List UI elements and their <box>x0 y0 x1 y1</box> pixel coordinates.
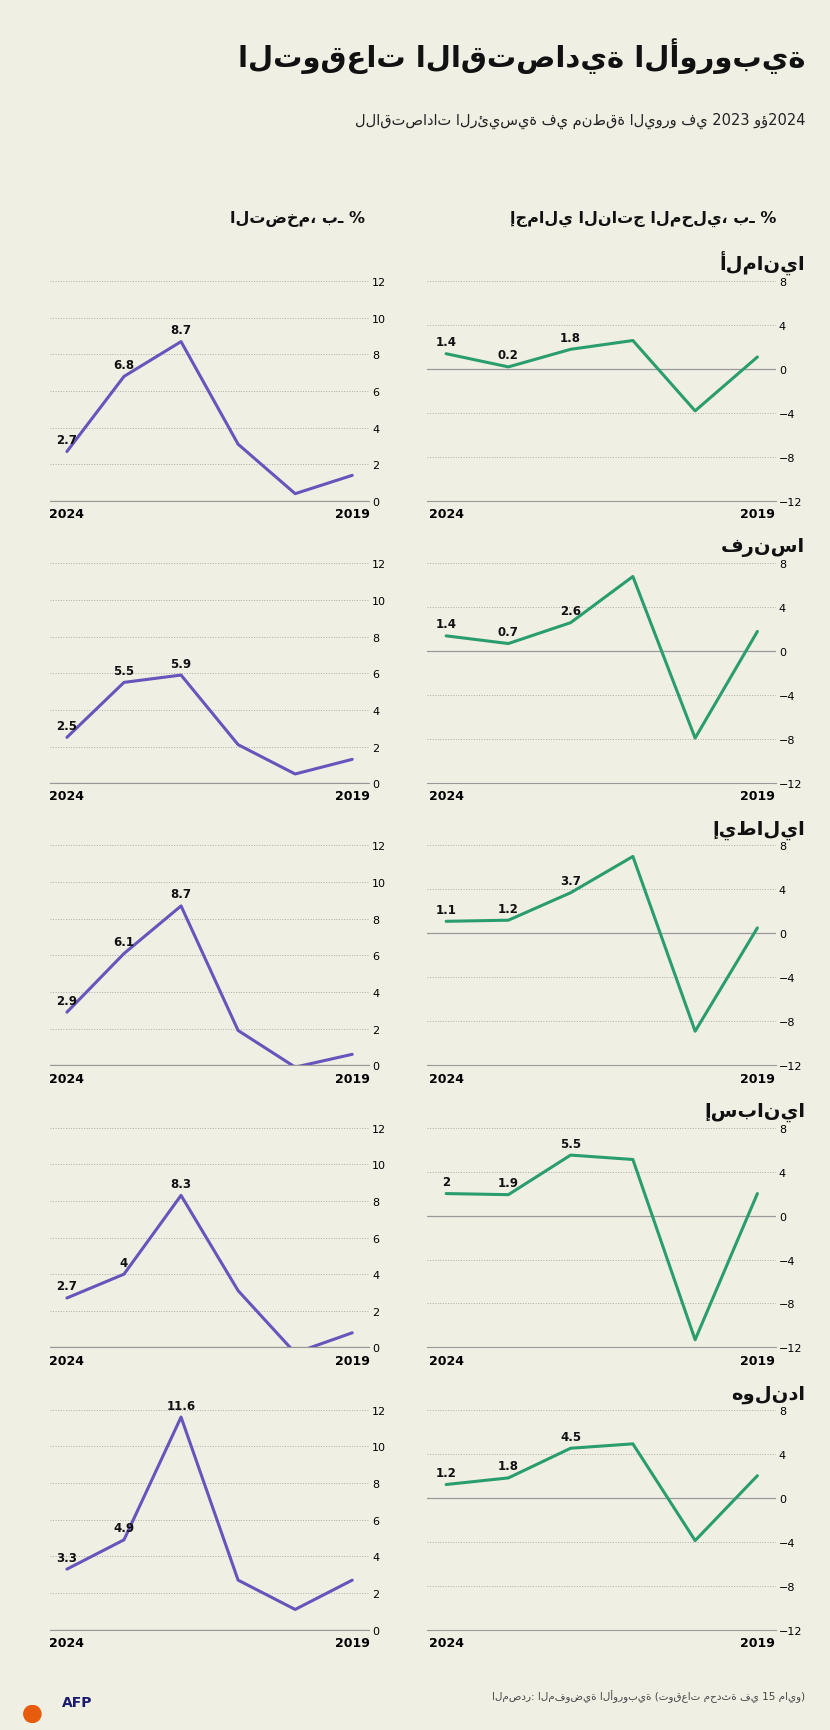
Text: 1.8: 1.8 <box>560 332 581 344</box>
Text: فرنسا: فرنسا <box>721 538 805 557</box>
Text: هولندا: هولندا <box>731 1384 805 1403</box>
Text: 5.5: 5.5 <box>560 1137 581 1150</box>
Text: 4: 4 <box>120 1256 128 1268</box>
Text: 4.9: 4.9 <box>114 1521 134 1535</box>
Text: 6.1: 6.1 <box>114 936 134 948</box>
Text: 11.6: 11.6 <box>167 1400 196 1412</box>
Text: 8.3: 8.3 <box>170 1176 192 1190</box>
Text: 2.9: 2.9 <box>56 995 77 1007</box>
Text: ألمانيا: ألمانيا <box>720 251 805 275</box>
Text: إسبانيا: إسبانيا <box>704 1102 805 1121</box>
Text: AFP: AFP <box>62 1695 93 1709</box>
Text: 8.7: 8.7 <box>170 887 192 901</box>
Text: 5.5: 5.5 <box>114 664 134 678</box>
Text: 2.6: 2.6 <box>560 606 581 618</box>
Text: 1.8: 1.8 <box>498 1460 519 1472</box>
Text: 4.5: 4.5 <box>560 1431 581 1443</box>
Text: 1.2: 1.2 <box>436 1465 456 1479</box>
Text: 1.9: 1.9 <box>498 1176 519 1190</box>
Text: للاقتصادات الرئيسية في منطقة اليورو في 2023 وؤ2024: للاقتصادات الرئيسية في منطقة اليورو في 2… <box>354 112 805 128</box>
Text: 5.9: 5.9 <box>170 657 192 670</box>
Text: 0.2: 0.2 <box>498 349 519 362</box>
Circle shape <box>24 1706 41 1723</box>
Text: 6.8: 6.8 <box>114 358 134 372</box>
Text: 3.7: 3.7 <box>560 875 581 887</box>
Text: 8.7: 8.7 <box>170 324 192 337</box>
Text: 2.7: 2.7 <box>56 434 77 446</box>
Text: التوقعات الاقتصادية الأوروبية: التوقعات الاقتصادية الأوروبية <box>237 38 805 74</box>
Text: المصدر: المفوضية الأوروبية (توقعات محدثة في 15 مايو): المصدر: المفوضية الأوروبية (توقعات محدثة… <box>492 1690 805 1702</box>
Text: التضخم، بـ %: التضخم، بـ % <box>230 211 365 227</box>
Text: 1.1: 1.1 <box>436 903 456 917</box>
Text: 2.7: 2.7 <box>56 1280 77 1292</box>
Text: 0.7: 0.7 <box>498 626 519 638</box>
Text: 1.4: 1.4 <box>436 336 456 349</box>
Text: 3.3: 3.3 <box>56 1550 77 1564</box>
Text: 1.4: 1.4 <box>436 618 456 631</box>
Text: إيطاليا: إيطاليا <box>712 820 805 839</box>
Text: 2.5: 2.5 <box>56 720 77 732</box>
Text: 2: 2 <box>442 1175 450 1189</box>
Text: 1.2: 1.2 <box>498 901 519 915</box>
Text: إجمالي الناتج المحلي، بـ %: إجمالي الناتج المحلي، بـ % <box>510 211 776 227</box>
